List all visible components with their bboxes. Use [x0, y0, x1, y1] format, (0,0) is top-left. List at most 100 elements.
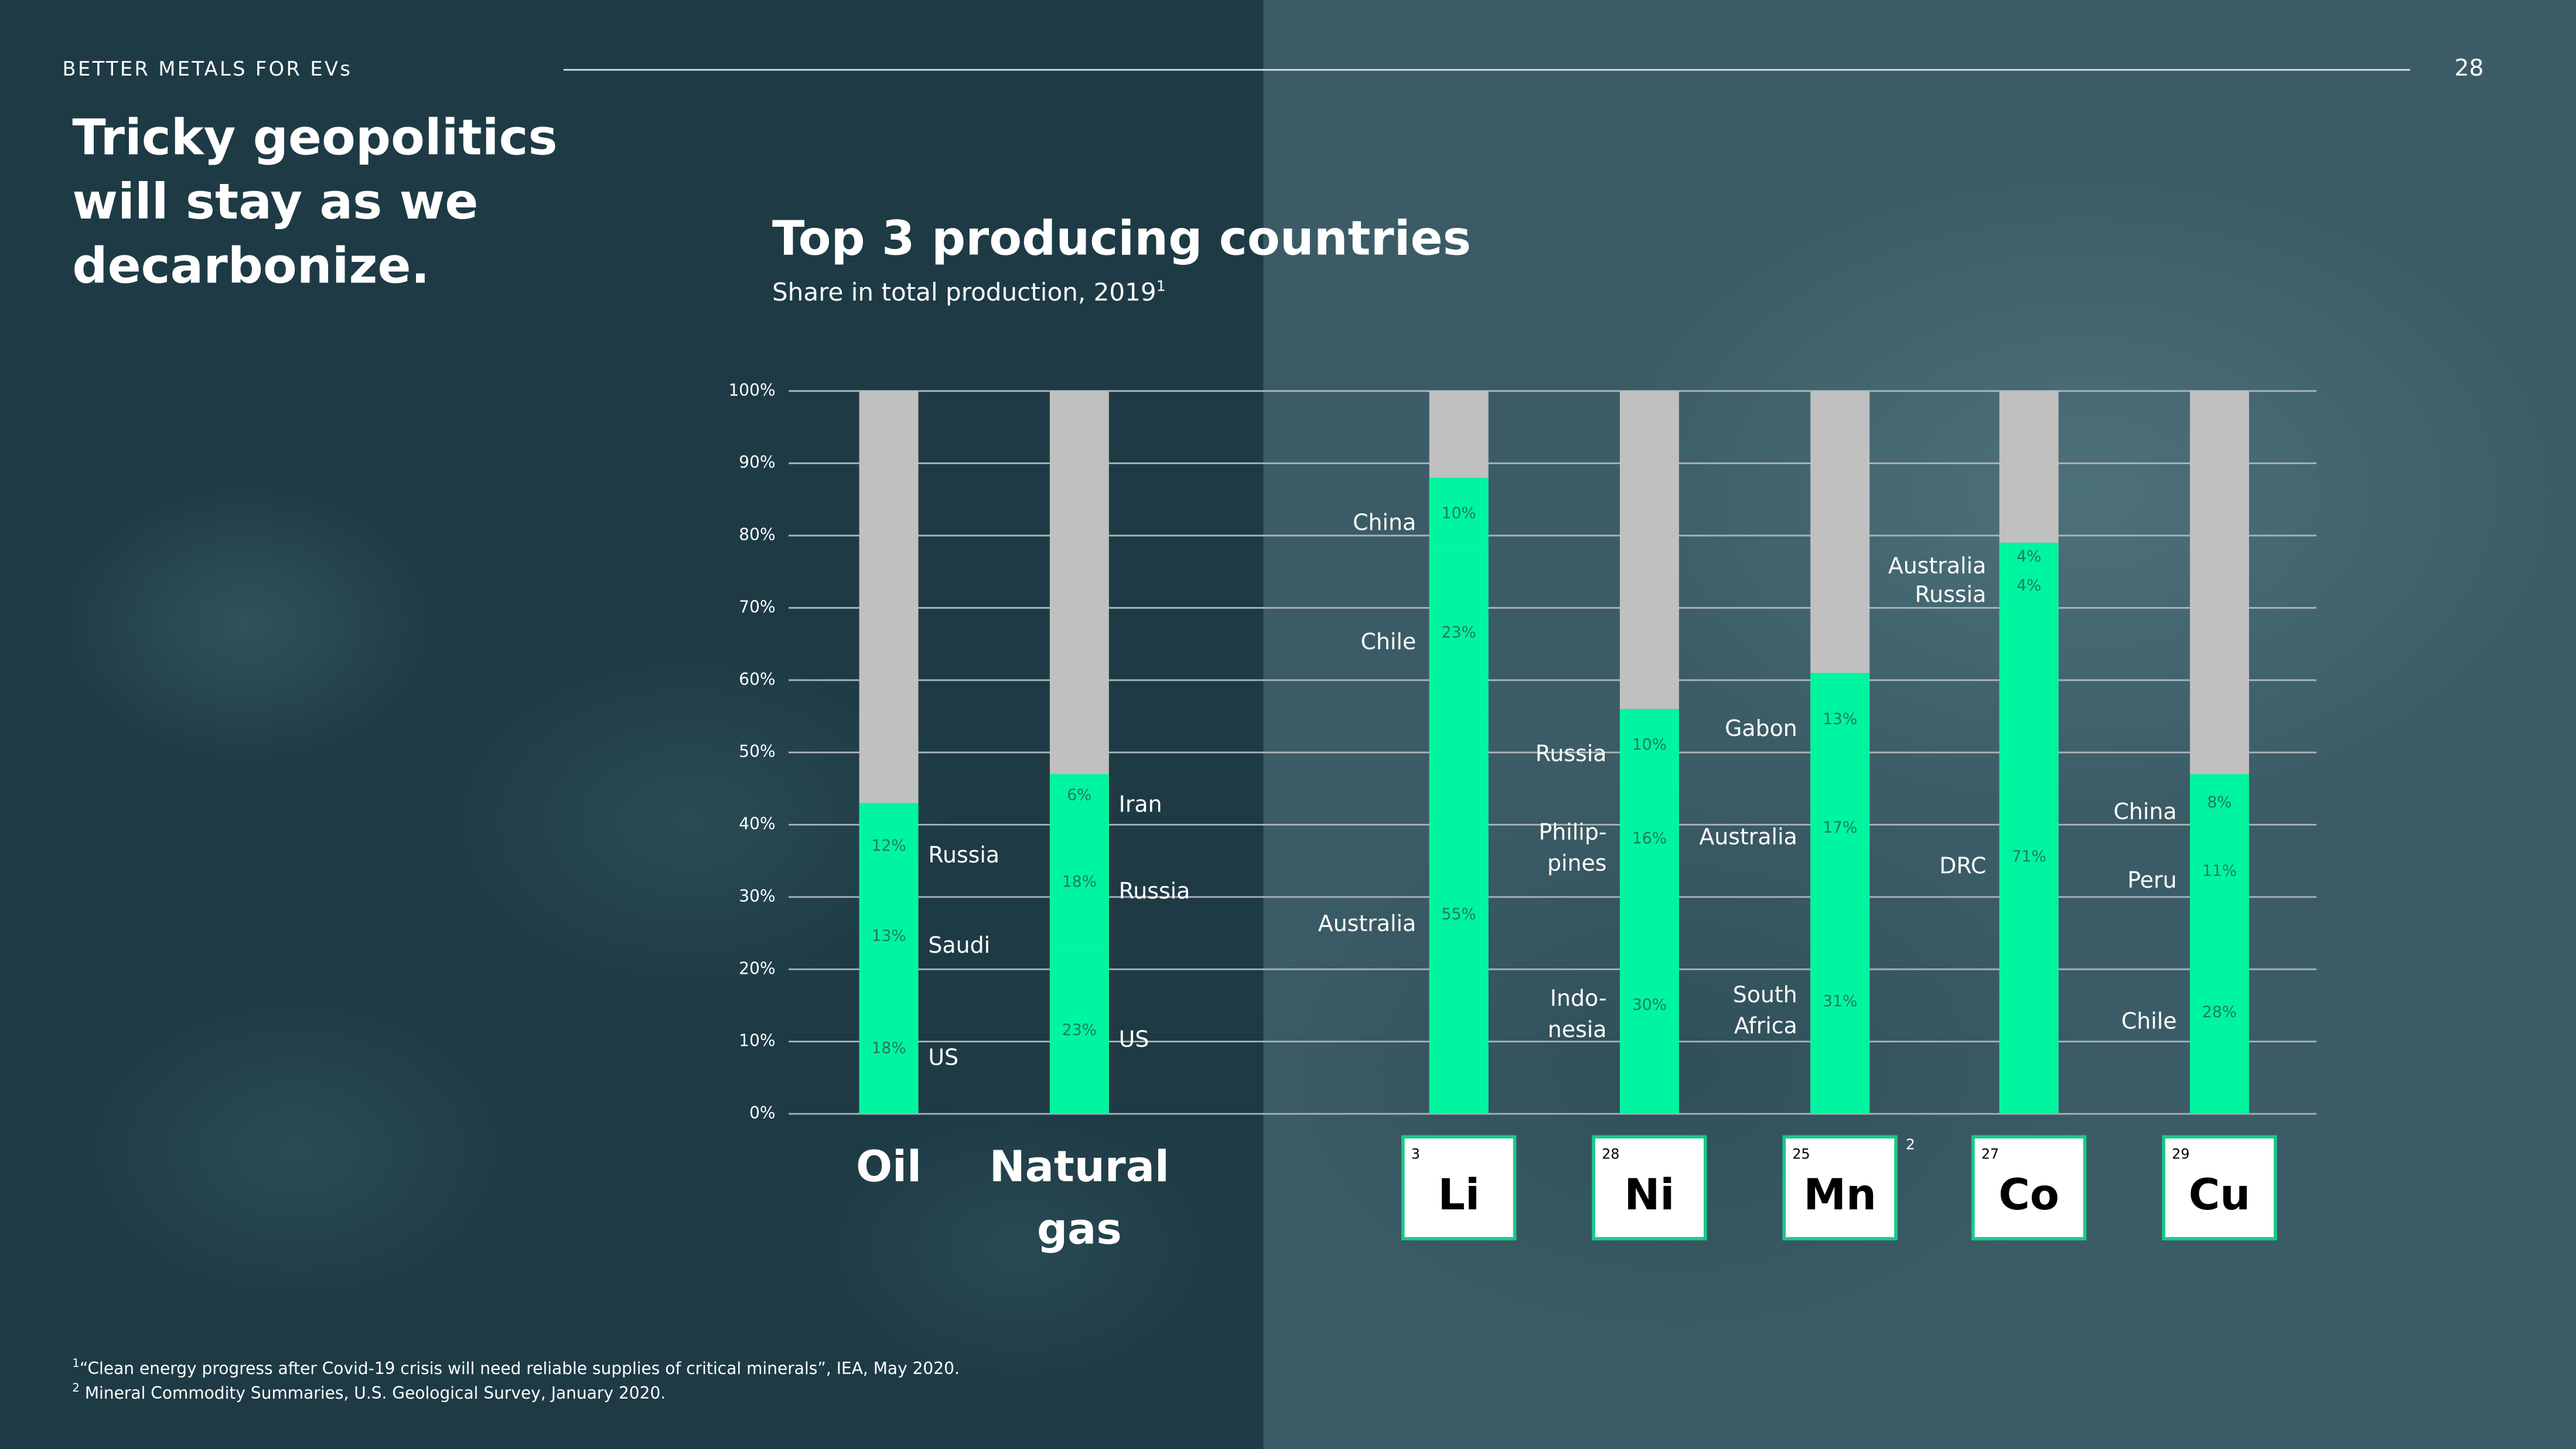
- country-label: Iran: [1119, 792, 1162, 817]
- element-symbol: Mn: [1803, 1170, 1876, 1220]
- element-number: 25: [1792, 1146, 1810, 1162]
- bar-segment: [2190, 774, 2249, 832]
- bar-segment: [1049, 947, 1109, 1114]
- element-box: [1971, 1135, 2087, 1240]
- element-box: [1592, 1135, 1707, 1240]
- section-label: BETTER METALS FOR EVs: [62, 57, 353, 81]
- country-label: Russia: [1536, 741, 1607, 766]
- country-label: pines: [1547, 850, 1607, 876]
- country-label: South: [1733, 981, 1797, 1007]
- value-label: 23%: [1062, 1021, 1097, 1039]
- headline-line: decarbonize.: [72, 238, 430, 296]
- bar-segment: [1429, 478, 1489, 550]
- bar-segment: [1999, 543, 2059, 572]
- bar-segment: [1810, 766, 1870, 890]
- value-label: 10%: [1632, 735, 1667, 754]
- header-rule: [563, 69, 2410, 71]
- bar-segment: [1619, 896, 1679, 1114]
- value-label: 18%: [1062, 873, 1097, 891]
- category-label: Oil: [856, 1143, 922, 1193]
- element-number: 29: [2172, 1146, 2189, 1162]
- y-tick-label: 50%: [739, 742, 775, 761]
- element-symbol: Ni: [1624, 1170, 1674, 1220]
- bar-segment: [2190, 831, 2249, 912]
- y-tick-label: 80%: [739, 525, 775, 544]
- country-label: Australia: [1888, 553, 1986, 578]
- value-label: 17%: [1823, 819, 1857, 837]
- y-tick-label: 20%: [739, 959, 775, 978]
- bar-segment: [859, 889, 919, 984]
- y-tick-label: 70%: [739, 597, 775, 616]
- element-symbol: Cu: [2189, 1170, 2250, 1220]
- bar-segment: [1810, 673, 1870, 767]
- bar-segment: [2190, 911, 2249, 1114]
- value-label: 30%: [1632, 995, 1667, 1014]
- footnote-text: Mineral Commodity Summaries, U.S. Geolog…: [84, 1385, 666, 1404]
- country-label: Australia: [1699, 824, 1797, 850]
- bar-segment: [1429, 550, 1489, 717]
- country-label: DRC: [1939, 853, 1986, 878]
- element-box: [1401, 1135, 1517, 1240]
- element-number: 3: [1411, 1146, 1420, 1162]
- value-label: 6%: [1067, 786, 1091, 804]
- country-label: US: [1119, 1026, 1149, 1052]
- category-label: Natural gas: [989, 1143, 1169, 1256]
- element-number: 27: [1981, 1146, 1999, 1162]
- value-label: 8%: [2207, 793, 2232, 812]
- category-note: 2: [1906, 1136, 1915, 1153]
- y-tick-label: 30%: [739, 887, 775, 906]
- country-label: Russia: [1915, 582, 1987, 608]
- value-label: 12%: [871, 837, 906, 855]
- chart-title: Top 3 producing countries: [772, 210, 1472, 267]
- page-number: 28: [2454, 56, 2484, 83]
- headline-line: will stay as we: [72, 174, 479, 232]
- y-tick-label: 100%: [728, 380, 775, 400]
- country-label: Chile: [2121, 1008, 2177, 1034]
- value-label: 13%: [1823, 710, 1857, 728]
- value-label: 55%: [1442, 905, 1476, 923]
- footnote: 1“Clean energy progress after Covid-19 c…: [72, 1357, 959, 1379]
- chart-subtitle: Share in total production, 20191: [772, 278, 1166, 307]
- country-label: Africa: [1734, 1013, 1797, 1039]
- subtitle-text: Share in total production, 2019: [772, 277, 1156, 308]
- bar-segment: [1049, 774, 1109, 818]
- y-tick-label: 0%: [749, 1103, 775, 1123]
- country-label: Russia: [928, 842, 999, 868]
- value-label: 23%: [1442, 623, 1476, 642]
- element-symbol: Co: [1998, 1170, 2059, 1220]
- country-label: China: [2113, 799, 2176, 824]
- footnote: 2 Mineral Commodity Summaries, U.S. Geol…: [72, 1382, 666, 1403]
- country-label: US: [928, 1044, 958, 1070]
- country-label: Russia: [1119, 878, 1190, 904]
- headline-line: Tricky geopolitics: [72, 110, 558, 168]
- footnote-marker: 2: [72, 1382, 80, 1395]
- bar-segment: [1619, 781, 1679, 897]
- value-label: 11%: [2202, 862, 2237, 880]
- footnote-marker: 1: [72, 1356, 80, 1370]
- value-label: 10%: [1442, 504, 1476, 523]
- footnote-text: “Clean energy progress after Covid-19 cr…: [79, 1361, 960, 1379]
- element-box: [2162, 1135, 2277, 1240]
- element-number: 28: [1602, 1146, 1619, 1162]
- bar-segment: [859, 803, 919, 890]
- country-label: nesia: [1548, 1017, 1607, 1042]
- element-symbol: Li: [1438, 1170, 1479, 1220]
- bar-segment: [1999, 571, 2059, 601]
- y-tick-label: 90%: [739, 453, 775, 472]
- value-label: 16%: [1632, 830, 1667, 848]
- country-label: Australia: [1318, 911, 1416, 936]
- element-box: [1782, 1135, 1898, 1240]
- value-label: 4%: [2017, 548, 2041, 566]
- value-label: 18%: [871, 1039, 906, 1057]
- subtitle-note: 1: [1156, 279, 1166, 296]
- value-label: 13%: [871, 927, 906, 945]
- country-label: Gabon: [1725, 715, 1797, 741]
- bar-segment: [859, 983, 919, 1114]
- country-label: China: [1353, 509, 1416, 535]
- value-label: 4%: [2017, 577, 2041, 595]
- y-tick-label: 60%: [739, 670, 775, 689]
- bar-segment: [1429, 716, 1489, 1114]
